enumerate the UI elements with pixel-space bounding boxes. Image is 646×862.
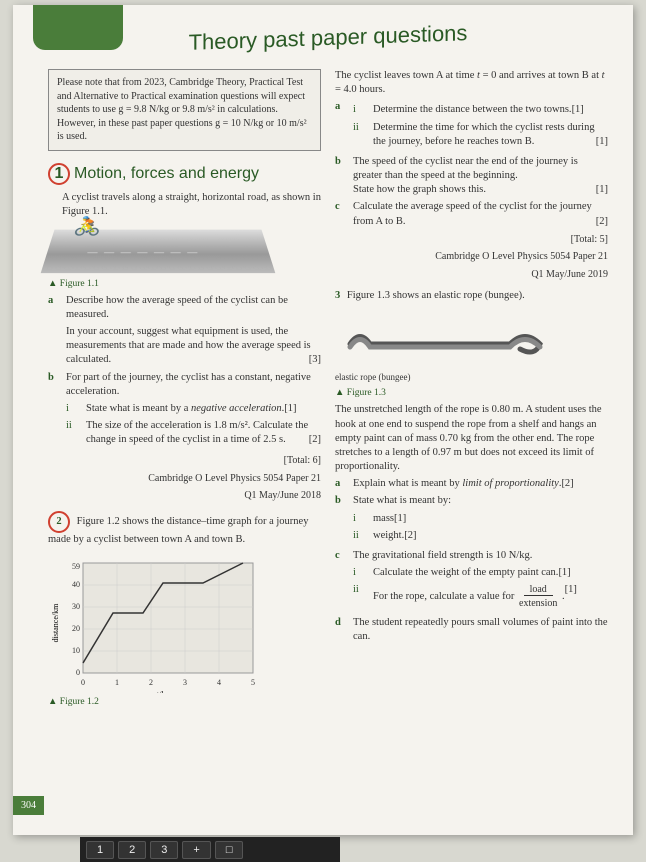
- q1-b-label: b: [48, 371, 60, 451]
- svg-text:30: 30: [72, 602, 80, 611]
- q3-a: a Explain what is meant by limit of prop…: [335, 477, 608, 491]
- q1-total: [Total: 6]: [48, 454, 321, 468]
- q1-a-label: a: [48, 294, 60, 368]
- q3: 3 Figure 1.3 shows an elastic rope (bung…: [335, 289, 608, 303]
- svg-text:59: 59: [72, 562, 80, 571]
- q2-right-intro: The cyclist leaves town A at time t = 0 …: [335, 69, 608, 97]
- q2-total: [Total: 5]: [335, 233, 608, 247]
- left-column: Please note that from 2023, Cambridge Th…: [48, 69, 321, 709]
- svg-text:40: 40: [72, 580, 80, 589]
- q1-a-text: Describe how the average speed of the cy…: [66, 294, 321, 322]
- svg-text:0: 0: [76, 668, 80, 677]
- q2-c: c Calculate the average speed of the cyc…: [335, 200, 608, 228]
- bungee-label: elastic rope (bungee): [335, 371, 608, 383]
- question-number-3: 3: [335, 290, 340, 301]
- right-column: The cyclist leaves town A at time t = 0 …: [335, 69, 608, 709]
- q1-a-text2: In your account, suggest what equipment …: [66, 325, 321, 368]
- q1-b: b For part of the journey, the cyclist h…: [48, 371, 321, 451]
- q1-bi: i State what is meant by a negative acce…: [66, 402, 321, 416]
- figure-1-1-caption: ▲ Figure 1.1: [48, 278, 321, 291]
- q1-bii-mark: [2]: [309, 433, 321, 447]
- page-number: 304: [13, 796, 44, 815]
- calculator-strip: 1 2 3 + □: [80, 837, 340, 862]
- svg-text:0: 0: [81, 678, 85, 687]
- q1-a: a Describe how the average speed of the …: [48, 294, 321, 368]
- figure-1-1-road: 🚴: [41, 229, 276, 272]
- calc-key-3[interactable]: 3: [150, 841, 178, 859]
- q1-bi-mark: [1]: [284, 402, 296, 416]
- calc-key-plus[interactable]: +: [182, 841, 210, 859]
- cyclist-icon: 🚴: [71, 215, 104, 239]
- q2-attr1: Cambridge O Level Physics 5054 Paper 21: [335, 250, 608, 264]
- q1-attr2: Q1 May/June 2018: [48, 489, 321, 503]
- q3-d: d The student repeatedly pours small vol…: [335, 616, 608, 644]
- figure-1-2-caption: ▲ Figure 1.2: [48, 696, 321, 709]
- q3-intro: Figure 1.3 shows an elastic rope (bungee…: [347, 290, 525, 301]
- q3-c: c The gravitational field strength is 10…: [335, 549, 608, 613]
- q2-attr2: Q1 May/June 2019: [335, 268, 608, 282]
- calc-key-1[interactable]: 1: [86, 841, 114, 859]
- q1-bii-label: ii: [66, 419, 80, 447]
- examiner-note: Please note that from 2023, Cambridge Th…: [48, 69, 321, 151]
- graph-ylabel: distance/km: [51, 603, 60, 642]
- content-columns: Please note that from 2023, Cambridge Th…: [48, 69, 608, 709]
- question-number-1: 1: [48, 163, 70, 185]
- q2-intro: Figure 1.2 shows the distance–time graph…: [48, 516, 308, 545]
- svg-text:10: 10: [72, 646, 80, 655]
- q3-para: The unstretched length of the rope is 0.…: [335, 403, 608, 474]
- q1-bi-label: i: [66, 402, 80, 416]
- figure-1-2-graph: 0 10 20 30 40 59 0 1 2 3 4 5 t/hours distance/…: [48, 553, 268, 693]
- section-heading: 11 Motion, forces and energyMotion, forc…: [48, 163, 321, 185]
- q3-b: b State what is meant by: imass[1] iiwei…: [335, 494, 608, 546]
- svg-text:20: 20: [72, 624, 80, 633]
- distance-time-graph: 0 10 20 30 40 59 0 1 2 3 4 5 t/hours distance/…: [48, 553, 268, 693]
- q2: 2 Figure 1.2 shows the distance–time gra…: [48, 511, 321, 547]
- svg-text:4: 4: [217, 678, 221, 687]
- question-number-2: 2: [48, 511, 70, 533]
- svg-text:2: 2: [149, 678, 153, 687]
- q1-attr1: Cambridge O Level Physics 5054 Paper 21: [48, 472, 321, 486]
- q1-bii: ii The size of the acceleration is 1.8 m…: [66, 419, 321, 447]
- q1-b-text: For part of the journey, the cyclist has…: [66, 371, 321, 399]
- svg-text:5: 5: [251, 678, 255, 687]
- svg-text:1: 1: [115, 678, 119, 687]
- q1-a-mark: [3]: [309, 353, 321, 367]
- q2-b: b The speed of the cyclist near the end …: [335, 155, 608, 198]
- page: Theory past paper questions Please note …: [13, 5, 633, 835]
- figure-1-3-bungee: [335, 309, 555, 369]
- page-title: Theory past paper questions: [48, 15, 608, 61]
- calc-key-box[interactable]: □: [215, 841, 244, 859]
- svg-text:3: 3: [183, 678, 187, 687]
- calc-key-2[interactable]: 2: [118, 841, 146, 859]
- q2-a: a iDetermine the distance between the tw…: [335, 100, 608, 152]
- graph-xlabel: t/hours: [157, 690, 179, 693]
- figure-1-3-caption: ▲ Figure 1.3: [335, 387, 608, 400]
